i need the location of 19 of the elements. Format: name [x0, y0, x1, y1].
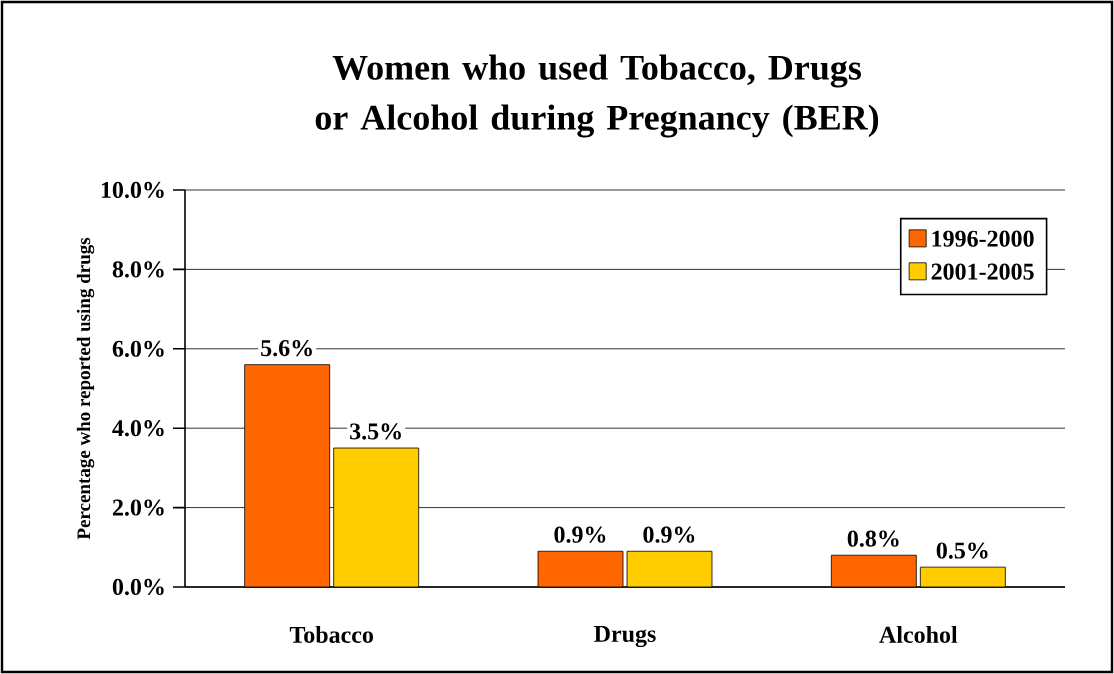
- y-tick-label: 2.0%: [112, 499, 164, 516]
- legend-label: 1996-2000: [932, 230, 1034, 247]
- y-tick-label: 0.0%: [112, 578, 164, 596]
- x-tick-label: Tobacco: [289, 626, 373, 643]
- data-label: 0.9%: [554, 526, 606, 543]
- y-tick-label: 6.0%: [112, 340, 164, 357]
- y-tick-label: 10.0%: [101, 181, 164, 199]
- data-label: 0.8%: [847, 530, 899, 547]
- chart-title: Women who used Tobacco, Drugs or Alcohol during Pregnancy (BER): [315, 54, 879, 138]
- data-label: 0.5%: [936, 542, 988, 559]
- legend-label: 2001-2005: [931, 263, 1034, 280]
- data-label: 0.9%: [643, 526, 695, 543]
- x-tick-label: Drugs: [594, 626, 656, 648]
- y-tick-label: 4.0%: [112, 420, 164, 437]
- data-label: 5.6%: [261, 339, 312, 357]
- x-tick-label: Alcohol: [879, 626, 958, 643]
- y-tick-label: 8.0%: [112, 261, 164, 278]
- data-label: 3.5%: [350, 423, 401, 440]
- y-axis-title: Percentage who reported using drugs: [76, 237, 95, 540]
